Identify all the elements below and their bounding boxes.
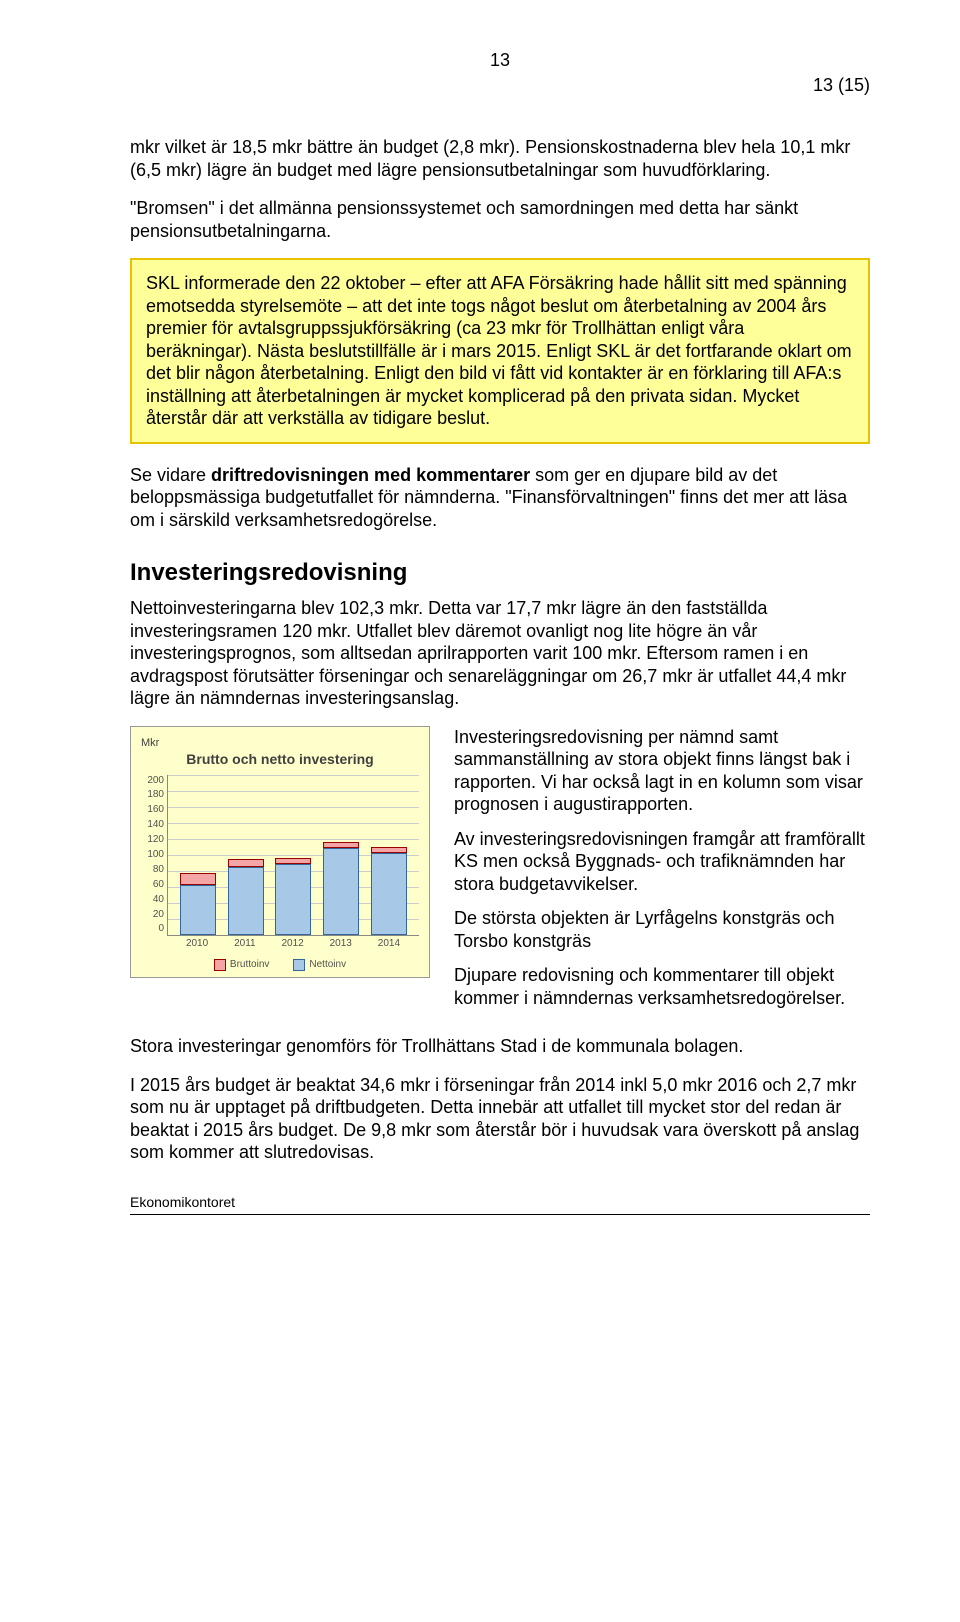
footer-text: Ekonomikontoret	[130, 1194, 235, 1210]
chart-y-ticks: 020406080100120140160180200	[140, 775, 164, 935]
paragraph-3: Se vidare driftredovisningen med komment…	[130, 464, 870, 532]
chart-title: Brutto och netto investering	[141, 751, 419, 767]
two-column-row: Mkr Brutto och netto investering 0204060…	[130, 726, 870, 1022]
footer: Ekonomikontoret	[130, 1194, 870, 1215]
paragraph-5: Stora investeringar genomförs för Trollh…	[130, 1035, 870, 1058]
paragraph-4: Nettoinvesteringarna blev 102,3 mkr. Det…	[130, 597, 870, 710]
chart-bars	[168, 775, 419, 935]
right-col-p3: De största objekten är Lyrfågelns konstg…	[454, 907, 870, 952]
right-col-p4: Djupare redovisning och kommentarer till…	[454, 964, 870, 1009]
chart-y-axis-label: Mkr	[141, 737, 419, 749]
paragraph-2: "Bromsen" i det allmänna pensionssysteme…	[130, 197, 870, 242]
paragraph-3-prefix: Se vidare	[130, 465, 211, 485]
paragraph-3-bold: driftredovisningen med kommentarer	[211, 465, 530, 485]
footer-line	[130, 1214, 870, 1215]
paragraph-6: I 2015 års budget är beaktat 34,6 mkr i …	[130, 1074, 870, 1164]
chart-plot-area: 020406080100120140160180200	[167, 775, 419, 936]
legend-brutto-label: Bruttoinv	[230, 959, 269, 970]
right-col-p2: Av investeringsredovisningen framgår att…	[454, 828, 870, 896]
legend-netto: Nettoinv	[293, 959, 346, 971]
paragraph-1: mkr vilket är 18,5 mkr bättre än budget …	[130, 136, 870, 181]
chart-x-labels: 20102011201220132014	[167, 936, 419, 949]
chart-legend: Bruttoinv Nettoinv	[141, 959, 419, 971]
legend-brutto: Bruttoinv	[214, 959, 269, 971]
investment-chart: Mkr Brutto och netto investering 0204060…	[130, 726, 430, 978]
right-col-p1: Investeringsredovisning per nämnd samt s…	[454, 726, 870, 816]
highlight-box: SKL informerade den 22 oktober – efter a…	[130, 258, 870, 444]
page-number-center: 13	[130, 50, 870, 71]
legend-netto-label: Nettoinv	[309, 959, 346, 970]
right-column: Investeringsredovisning per nämnd samt s…	[454, 726, 870, 1022]
swatch-netto	[293, 959, 305, 971]
section-heading: Investeringsredovisning	[130, 559, 870, 587]
swatch-brutto	[214, 959, 226, 971]
page-number-right: 13 (15)	[130, 75, 870, 96]
